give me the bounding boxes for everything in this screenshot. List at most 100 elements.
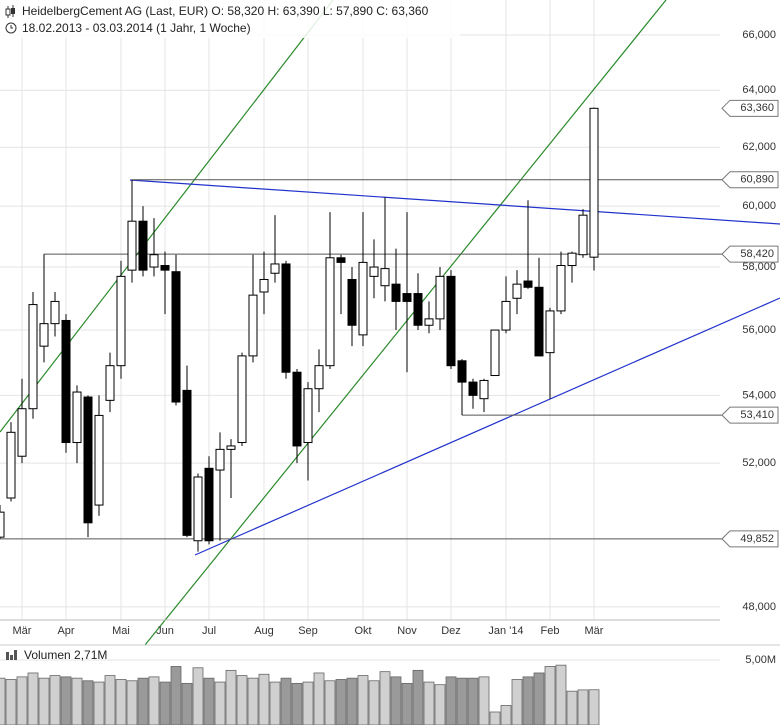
candle-body: [193, 476, 203, 542]
candle-body: [501, 300, 511, 331]
volume-bar: [115, 679, 127, 725]
candle-body: [446, 275, 456, 367]
volume-bar: [544, 666, 556, 725]
volume-bar: [280, 677, 292, 725]
candle-body: [534, 286, 544, 357]
volume-title: Volumen 2,71M: [24, 648, 107, 662]
volume-bar: [401, 682, 413, 725]
x-tick-label: Sep: [298, 625, 318, 637]
volume-bar: [478, 676, 490, 725]
y-tick-label: 60,000: [742, 200, 776, 212]
candle-body: [545, 310, 555, 354]
price-marker: [721, 245, 779, 263]
volume-bar: [577, 689, 589, 725]
candle-body: [303, 388, 313, 444]
x-tick-label: Mai: [112, 625, 130, 637]
x-tick-label: Aug: [254, 625, 274, 637]
candle-body: [116, 275, 126, 367]
y-tick-label: 66,000: [742, 29, 776, 41]
candle-body: [39, 323, 49, 347]
candle-body: [314, 365, 324, 390]
trend-lines: [0, 0, 780, 646]
candle-body: [402, 293, 412, 302]
price-marker: [721, 406, 779, 424]
volume-bar: [566, 690, 578, 725]
price-marker-label: 60,890: [740, 174, 774, 186]
volume-bar: [104, 675, 116, 725]
volume-bar: [0, 677, 6, 725]
candle-body: [567, 252, 577, 266]
price-marker: [721, 171, 779, 189]
candle-body: [292, 371, 302, 447]
y-tick-label: 56,000: [742, 324, 776, 336]
y-tick-label: 54,000: [742, 389, 776, 401]
candle-body: [347, 278, 357, 326]
volume-bar: [324, 680, 336, 725]
volume-bar: [38, 677, 50, 725]
candle-body: [182, 389, 192, 536]
price-marker: [721, 99, 779, 117]
clock-icon: [5, 22, 17, 34]
volume-bar: [588, 689, 600, 725]
volume-bar: [379, 671, 391, 725]
x-tick-label: Okt: [354, 625, 371, 637]
volume-bar: [533, 672, 545, 725]
candle-body: [83, 396, 93, 524]
price-marker-label: 63,360: [740, 102, 774, 114]
volume-bar: [214, 681, 226, 725]
candle-body: [105, 365, 115, 401]
candle-body: [424, 318, 434, 326]
volume-bar: [71, 677, 83, 725]
candle-icon: [5, 5, 15, 18]
volume-bar: [60, 676, 72, 725]
volume-bar: [368, 680, 380, 725]
candle-body: [127, 220, 137, 271]
volume-bar: [27, 672, 39, 725]
volume-bar: [148, 676, 160, 725]
volume-bar: [500, 705, 512, 725]
candle-body: [468, 381, 478, 396]
x-tick-label: Feb: [541, 625, 560, 637]
trend-line: [194, 297, 780, 556]
volume-bar: [181, 682, 193, 725]
x-tick-label: Nov: [397, 625, 417, 637]
x-tick-label: Jul: [202, 625, 216, 637]
volume-bar: [137, 677, 149, 725]
candle-body: [28, 304, 38, 410]
candle-body: [556, 264, 566, 312]
candle-body: [380, 268, 390, 287]
x-tick-label: Mär: [585, 625, 604, 637]
volume-bar: [390, 676, 402, 725]
y-tick-label: 5,00M: [745, 654, 776, 666]
volume-bar: [346, 677, 358, 725]
candle-body: [237, 355, 247, 444]
x-tick-label: Apr: [57, 625, 74, 637]
volume-bar: [357, 675, 369, 725]
candle-body: [226, 445, 236, 450]
candle-body: [589, 107, 599, 258]
volume-bar: [302, 681, 314, 725]
candle-body: [369, 266, 379, 277]
volume-bar: [335, 679, 347, 725]
y-tick-label: 52,000: [742, 457, 776, 469]
candle-body: [138, 220, 148, 271]
volume-bar: [423, 681, 435, 725]
volume-bar: [82, 680, 94, 725]
candle-body: [490, 329, 500, 377]
candle-body: [270, 263, 280, 274]
price-marker: [721, 530, 779, 548]
y-tick-label: 58,000: [742, 261, 776, 273]
candle-body: [457, 360, 467, 383]
volume-bar: [247, 677, 259, 725]
volume-bar: [236, 675, 248, 725]
candle-body: [523, 280, 533, 288]
candle-body: [17, 408, 27, 457]
volume-bar: [203, 677, 215, 725]
volume-bar: [489, 711, 501, 725]
volume-bar: [93, 681, 105, 725]
volume-bar: [170, 666, 182, 725]
candle-body: [6, 431, 16, 499]
trend-line: [0, 0, 334, 433]
header-backdrop: [0, 0, 460, 38]
candle-body: [512, 283, 522, 299]
